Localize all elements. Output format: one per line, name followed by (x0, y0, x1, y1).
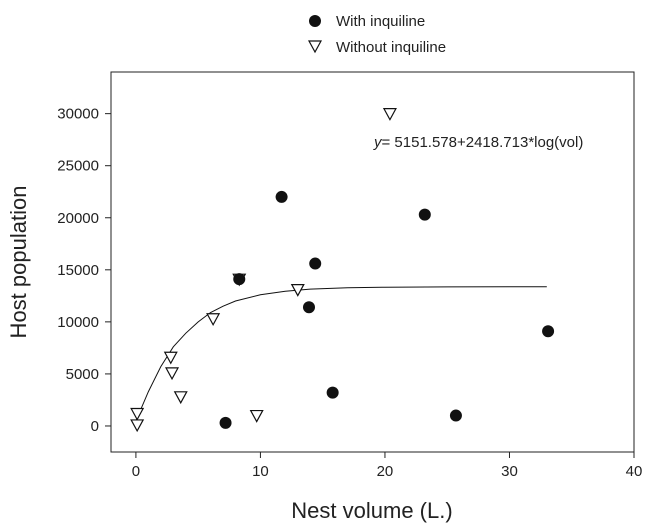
point-with-inquiline (302, 301, 315, 314)
series-with-inquiline (219, 190, 555, 429)
x-tick-label: 30 (501, 463, 518, 480)
y-tick-label: 0 (91, 418, 99, 435)
series-without-inquiline (130, 108, 397, 433)
point-with-inquiline (326, 386, 339, 399)
x-axis-title: Nest volume (L.) (291, 498, 452, 523)
plot-frame (110, 71, 635, 453)
x-tick-label: 10 (252, 463, 269, 480)
point-without-inquiline (165, 367, 180, 381)
x-tick-label: 40 (626, 463, 643, 480)
point-with-inquiline (418, 208, 431, 221)
fit-equation-rest: = 5151.578+2418.713*log(vol) (382, 134, 584, 151)
point-without-inquiline (130, 407, 145, 421)
legend-label-without-inquiline: Without inquiline (336, 39, 446, 56)
y-tick-label: 20000 (57, 210, 99, 227)
legend: With inquiline Without inquiline (307, 13, 446, 56)
y-axis: 0 5000 10000 15000 20000 25000 30000 (57, 106, 111, 435)
point-without-inquiline (382, 108, 397, 121)
y-tick-label: 25000 (57, 158, 99, 175)
y-tick-label: 5000 (66, 366, 99, 383)
y-tick-label: 30000 (57, 106, 99, 123)
legend-label-with-inquiline: With inquiline (336, 13, 425, 30)
legend-marker-without-inquiline (307, 40, 323, 54)
point-with-inquiline (542, 325, 555, 338)
x-axis: 0 10 20 30 40 (132, 452, 643, 480)
point-without-inquiline (206, 313, 221, 326)
fit-equation: y= 5151.578+2418.713*log(vol) (373, 134, 583, 151)
y-axis-title: Host population (6, 186, 31, 339)
legend-marker-with-inquiline (309, 15, 321, 27)
point-without-inquiline (249, 409, 264, 423)
point-without-inquiline (173, 391, 188, 405)
point-with-inquiline (275, 190, 288, 203)
point-without-inquiline (163, 351, 178, 365)
y-tick-label: 15000 (57, 262, 99, 279)
y-tick-label: 10000 (57, 314, 99, 331)
point-without-inquiline (130, 419, 145, 433)
point-with-inquiline (449, 409, 462, 422)
x-tick-label: 20 (377, 463, 394, 480)
fit-curve (135, 286, 547, 421)
point-without-inquiline (290, 283, 305, 297)
point-with-inquiline (233, 273, 246, 286)
point-with-inquiline (219, 416, 232, 429)
x-tick-label: 0 (132, 463, 140, 480)
point-with-inquiline (309, 257, 322, 270)
fit-equation-var: y (373, 134, 383, 151)
